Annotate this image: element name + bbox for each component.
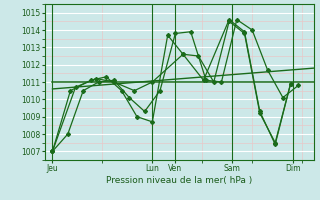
X-axis label: Pression niveau de la mer( hPa ): Pression niveau de la mer( hPa )	[106, 176, 252, 185]
